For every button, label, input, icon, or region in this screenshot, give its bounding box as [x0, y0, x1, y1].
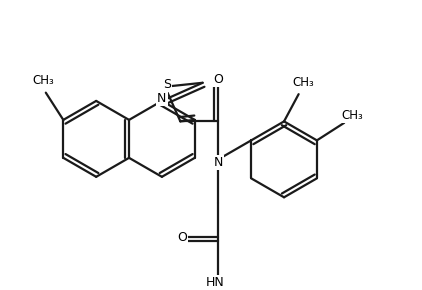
Text: CH₃: CH₃ [292, 76, 314, 89]
Text: O: O [214, 73, 223, 86]
Text: N: N [157, 93, 167, 106]
Text: CH₃: CH₃ [341, 108, 363, 122]
Text: S: S [163, 78, 171, 91]
Text: O: O [177, 231, 187, 244]
Text: N: N [214, 156, 223, 169]
Text: HN: HN [206, 276, 225, 289]
Text: CH₃: CH₃ [32, 75, 54, 88]
